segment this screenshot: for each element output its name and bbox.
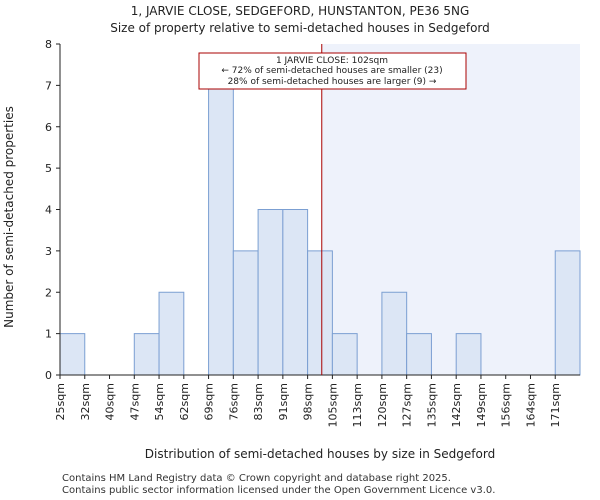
x-tick-label: 135sqm	[425, 383, 438, 427]
x-tick-label: 105sqm	[326, 383, 339, 427]
bars-group	[59, 84, 581, 376]
bar-69sqm	[208, 84, 234, 376]
bar-142sqm	[455, 333, 482, 376]
bar-76sqm	[232, 250, 259, 376]
bar-54sqm	[158, 291, 185, 376]
y-tick-label: 2	[45, 286, 52, 299]
bar-120sqm	[381, 291, 408, 376]
annotation-line2: ← 72% of semi-detached houses are smalle…	[221, 66, 442, 76]
chart-title-line2: Size of property relative to semi-detach…	[110, 21, 490, 35]
x-tick-label: 25sqm	[54, 383, 67, 420]
x-axis-label: Distribution of semi-detached houses by …	[145, 447, 495, 461]
x-tick-label: 40sqm	[104, 383, 117, 420]
y-tick-label: 8	[45, 38, 52, 51]
x-tick-label: 142sqm	[450, 383, 463, 427]
x-tick-label: 91sqm	[277, 383, 290, 420]
x-tick-label: 171sqm	[549, 383, 562, 427]
x-tick-label: 120sqm	[376, 383, 389, 427]
x-tick-label: 113sqm	[351, 383, 364, 427]
bar-91sqm	[282, 209, 309, 376]
annotation-line1: 1 JARVIE CLOSE: 102sqm	[276, 56, 388, 66]
y-tick-label: 0	[45, 369, 52, 382]
x-tick-label: 156sqm	[500, 383, 513, 427]
x-tick-label: 98sqm	[302, 383, 315, 420]
annotation-box	[198, 52, 467, 90]
x-tick-label: 76sqm	[227, 383, 240, 420]
bar-105sqm	[331, 333, 358, 376]
bar-127sqm	[406, 333, 432, 376]
x-axis-ticks: 25sqm 32sqm 40sqm 47sqm 54sqm 62sqm 69sqm 76sqm…	[54, 375, 562, 427]
x-tick-label: 69sqm	[203, 383, 216, 420]
y-tick-label: 4	[45, 204, 52, 217]
x-tick-label: 32sqm	[79, 383, 92, 420]
chart-title-line1: 1, JARVIE CLOSE, SEDGEFORD, HUNSTANTON, …	[131, 4, 470, 18]
bar-83sqm	[257, 209, 284, 376]
y-axis-ticks: 0 1 2 3 4 5 6 7 8	[45, 38, 60, 382]
larger-region-shading	[321, 44, 580, 375]
bar-171sqm	[554, 250, 581, 376]
bar-98sqm	[307, 250, 333, 376]
x-tick-label: 127sqm	[401, 383, 414, 427]
y-tick-label: 6	[45, 121, 52, 134]
y-tick-label: 7	[45, 79, 52, 92]
annotation-line3: 28% of semi-detached houses are larger (…	[228, 77, 437, 87]
x-tick-label: 47sqm	[128, 383, 141, 420]
bar-47sqm	[133, 333, 160, 376]
footer-line1: Contains HM Land Registry data © Crown c…	[62, 473, 451, 484]
y-tick-label: 3	[45, 245, 52, 258]
x-tick-label: 164sqm	[524, 383, 537, 427]
x-tick-label: 62sqm	[178, 383, 191, 420]
x-tick-label: 149sqm	[475, 383, 488, 427]
y-tick-label: 5	[45, 162, 52, 175]
x-tick-label: 83sqm	[252, 383, 265, 420]
x-tick-label: 54sqm	[153, 383, 166, 420]
footer-line2: Contains public sector information licen…	[62, 485, 496, 496]
y-axis-label: Number of semi-detached properties	[2, 106, 16, 328]
y-tick-label: 1	[45, 328, 52, 341]
bar-25sqm	[59, 333, 86, 376]
